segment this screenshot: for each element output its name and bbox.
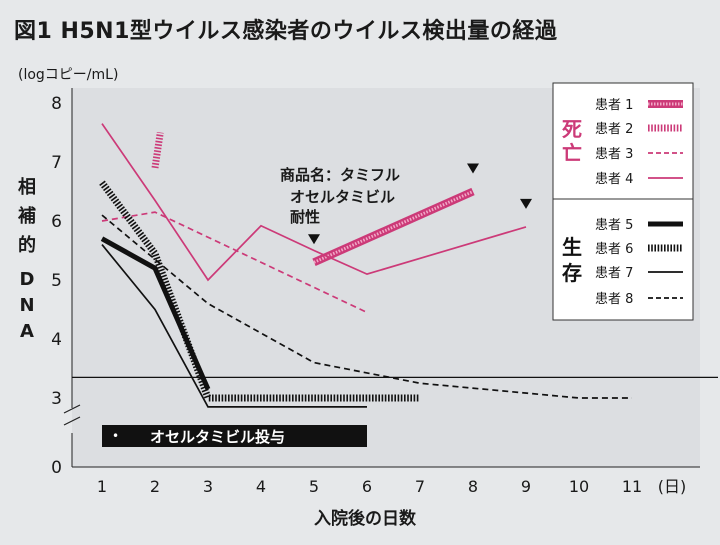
x-tick-label: 5 — [309, 477, 319, 496]
page-title: 図1 H5N1型ウイルス感染者のウイルス検出量の経過 — [14, 19, 558, 44]
x-tick-label: 1 — [97, 477, 107, 496]
y-axis-label-char: D — [20, 269, 35, 290]
y-axis-label-char: A — [20, 321, 34, 342]
legend-entry-label: 患者 2 — [595, 122, 633, 137]
x-unit-label: (日) — [658, 477, 687, 496]
resistance-marker — [520, 198, 532, 209]
legend-entry-label: 患者 6 — [595, 242, 633, 257]
legend-group-label-died: 死 — [562, 117, 582, 141]
legend-group-label-survived: 存 — [562, 261, 582, 285]
legend-group-label-survived: 生 — [562, 235, 582, 259]
treatment-bar-dot: • — [112, 429, 119, 443]
legend-box-survived — [552, 198, 694, 321]
y-tick-label: 0 — [51, 458, 62, 478]
legend-entry-label: 患者 8 — [595, 292, 633, 307]
x-tick-label: 2 — [150, 477, 160, 496]
treatment-bar-label: オセルタミビル投与 — [150, 428, 285, 446]
y-tick-label: 4 — [51, 330, 62, 350]
legend-entry-label: 患者 3 — [595, 147, 633, 162]
annotation-line: 商品名：タミフル — [280, 166, 400, 184]
x-tick-label: 6 — [362, 477, 372, 496]
x-tick-label: 9 — [521, 477, 531, 496]
y-unit-label: (logコピー/mL) — [18, 67, 118, 83]
y-axis-label-char: 相 — [18, 177, 36, 198]
legend-group-label-died: 亡 — [562, 141, 582, 165]
y-tick-label: 6 — [51, 212, 62, 232]
y-tick-label: 5 — [51, 271, 62, 291]
y-axis-label-char: 的 — [18, 234, 36, 256]
x-tick-label: 3 — [203, 477, 213, 496]
series-患者2 — [151, 131, 164, 169]
y-tick-label: 3 — [51, 389, 62, 409]
series-患者4 — [101, 123, 527, 282]
annotation-line: オセルタミビル — [290, 188, 395, 206]
x-tick-label: 10 — [569, 477, 589, 496]
annotation-line: 耐性 — [290, 208, 320, 226]
treatment-bar — [102, 425, 367, 447]
series-患者3 — [101, 211, 368, 314]
axis-break-mark — [63, 416, 81, 426]
x-tick-label: 4 — [256, 477, 266, 496]
legend-entry-label: 患者 1 — [595, 98, 633, 113]
x-tick-label: 7 — [415, 477, 425, 496]
series-患者1-hatch — [313, 190, 474, 264]
y-tick-label: 8 — [51, 94, 62, 114]
x-tick-label: 11 — [622, 477, 642, 496]
y-axis-label-char: N — [19, 295, 34, 316]
axis-break-mark — [63, 404, 81, 414]
resistance-marker — [308, 234, 320, 245]
x-axis-label: 入院後の日数 — [314, 508, 417, 529]
y-axis-label-char: 補 — [17, 205, 36, 227]
x-tick-label: 8 — [468, 477, 478, 496]
legend-entry-label: 患者 4 — [595, 172, 633, 187]
resistance-marker — [467, 163, 479, 174]
y-tick-label: 7 — [51, 153, 62, 173]
series-患者7 — [101, 244, 367, 408]
legend-entry-label: 患者 7 — [595, 266, 633, 281]
legend-entry-label: 患者 5 — [595, 218, 633, 233]
